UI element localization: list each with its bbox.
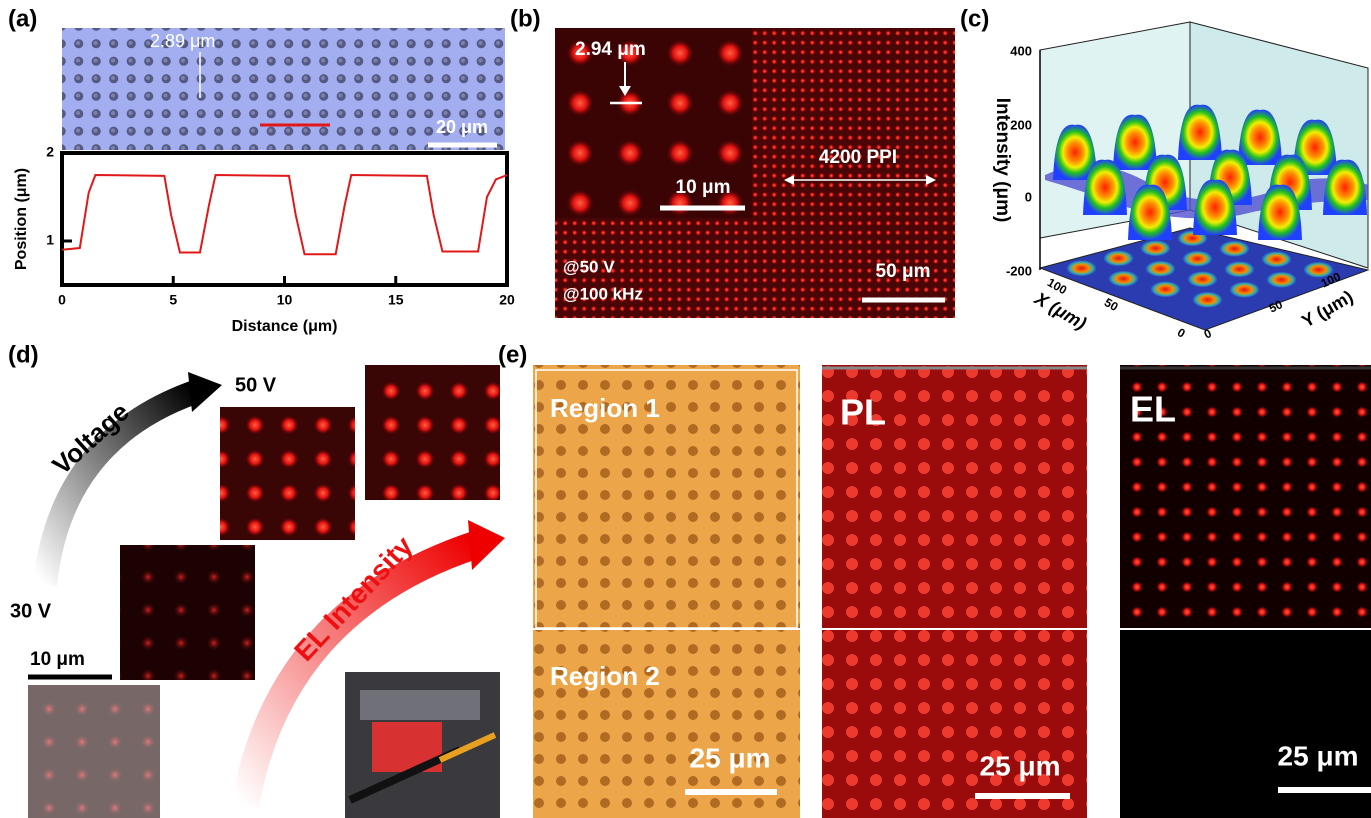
- mode-label: PL: [840, 392, 886, 433]
- floor-spot: [1146, 261, 1176, 277]
- panel-label: (b): [510, 5, 541, 32]
- resolution-label: 4200 PPI: [819, 147, 897, 168]
- profile-chart: 0 5 10 15 20 1 2 Distance (μm) Position (μm): [13, 144, 515, 336]
- panel-label: (d): [8, 341, 39, 368]
- floor-spot: [1225, 261, 1255, 277]
- page: {"panels": {"a": "(a)", "b": "(b)", "c":…: [0, 0, 1371, 818]
- voltage-label: 50 V: [235, 374, 277, 396]
- floor-spot: [1230, 282, 1260, 298]
- floor-spot: [1220, 241, 1250, 257]
- el-image: [28, 685, 160, 818]
- y-axis-label: Position (μm): [13, 168, 30, 270]
- annotation: 2.89 μm: [150, 31, 215, 51]
- x-tick-label: 20: [499, 292, 515, 308]
- x-tick-label: 0: [1175, 325, 1188, 341]
- floor-spot: [1193, 292, 1223, 308]
- panel-label: (e): [498, 341, 527, 368]
- scale-bar-label: 25 μm: [690, 742, 771, 773]
- scale-bar-label: 10 μm: [676, 177, 731, 198]
- panel-label: (a): [8, 5, 37, 32]
- floor-spot: [1067, 260, 1097, 276]
- el-image: [220, 407, 355, 540]
- floor-spot: [1183, 251, 1213, 267]
- condition: @100 kHz: [563, 284, 643, 303]
- floor-spot: [1104, 250, 1134, 266]
- x-tick-label: 50: [1102, 295, 1121, 314]
- floor-spot: [1188, 271, 1218, 287]
- z-axis-label: Intensity (μm): [992, 98, 1013, 223]
- floor-spot: [1267, 272, 1297, 288]
- plot-frame: [62, 153, 507, 285]
- z-tick-label: 0: [1025, 189, 1032, 204]
- panel-label: (c): [960, 5, 989, 32]
- voltage-label: 30 V: [10, 600, 52, 622]
- arrow-label: EL Intensity: [288, 530, 419, 667]
- x-axis-label: Distance (μm): [232, 318, 338, 335]
- y-axis-label: Y (μm): [1298, 286, 1356, 331]
- scale-bar-label: 25 μm: [1278, 740, 1359, 771]
- scale-bar-label: 20 μm: [436, 117, 488, 137]
- floor-spot: [1141, 240, 1171, 256]
- region-label: Region 2: [550, 661, 660, 691]
- x-tick-label: 5: [169, 292, 177, 308]
- condition: @50 V: [563, 257, 615, 276]
- x-tick-label: 15: [388, 292, 404, 308]
- x-tick-label: 10: [277, 292, 293, 308]
- el-image: [365, 365, 500, 500]
- el-image: [120, 545, 255, 680]
- x-tick-label: 0: [58, 292, 66, 308]
- figure: (a) (b) (c) (d) (e) 2.89 μm 20 μm 051015…: [0, 0, 1371, 818]
- region-label: Region 1: [550, 393, 660, 423]
- z-tick-label: 400: [1010, 43, 1032, 58]
- floor-spot: [1262, 251, 1292, 267]
- y-tick-label: 0: [1202, 326, 1214, 342]
- mode-label: EL: [1130, 389, 1176, 430]
- scale-bar-label: 25 μm: [980, 750, 1061, 781]
- arrow-head: [188, 372, 222, 412]
- y-tick-label: 2: [46, 144, 54, 160]
- floor-spot: [1151, 281, 1181, 297]
- floor-spot: [1109, 271, 1139, 287]
- scale-bar-label: 50 μm: [876, 261, 931, 282]
- annotation: 2.94 μm: [575, 39, 646, 60]
- z-tick-label: -200: [1006, 263, 1032, 278]
- scale-bar-label: 10 μm: [30, 649, 85, 670]
- device-photo: [360, 690, 480, 720]
- arrow-head: [468, 520, 505, 570]
- y-tick-label: 1: [46, 232, 54, 248]
